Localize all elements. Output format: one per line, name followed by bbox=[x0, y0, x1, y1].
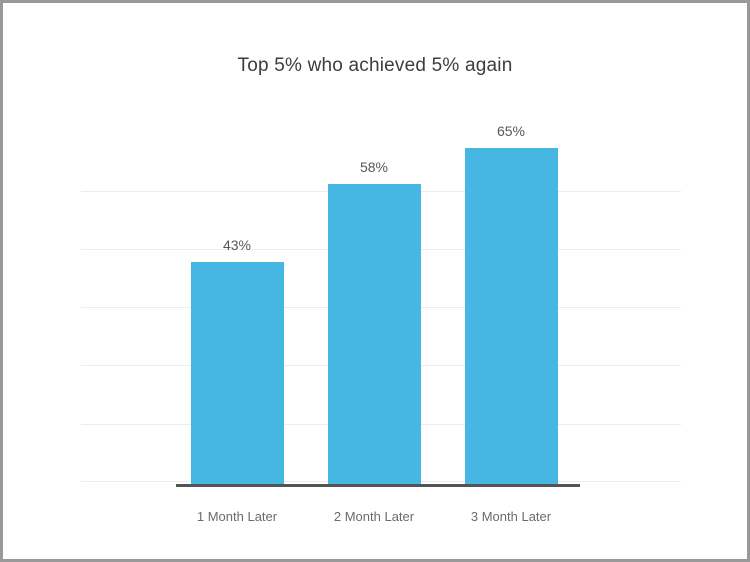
plot-area: 43% 58% 65% 1 Month Later 2 Month Later 3 Mo… bbox=[3, 3, 747, 559]
bar-3 bbox=[465, 148, 558, 484]
bar-2 bbox=[328, 184, 421, 484]
x-axis-line bbox=[176, 484, 580, 487]
bar-value-label: 43% bbox=[222, 237, 252, 253]
x-axis-label: 3 Month Later bbox=[470, 509, 552, 524]
x-axis-label: 2 Month Later bbox=[333, 509, 415, 524]
bar-value-label: 58% bbox=[359, 159, 389, 175]
x-axis-label: 1 Month Later bbox=[196, 509, 278, 524]
bar-value-label: 65% bbox=[496, 123, 526, 139]
chart-title: Top 5% who achieved 5% again bbox=[237, 55, 513, 76]
bar-1 bbox=[191, 262, 284, 484]
